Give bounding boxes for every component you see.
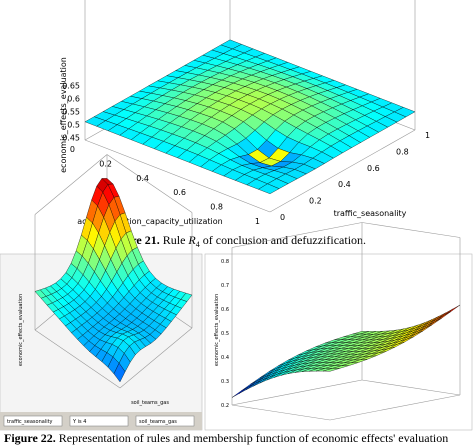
box-edge [34,329,121,389]
z-tick-label: 0.55 [62,107,80,116]
caption-text: of conclusion and defuzzification. [203,233,366,247]
y-tick-label: 0.6 [367,164,380,173]
z-axis-label: economic_effects_evaluation [18,294,24,366]
box-edge [329,394,461,421]
box-edge [84,139,271,213]
x-tick-label: 0.4 [136,174,149,183]
y-axis-label: traffic_seasonality [334,209,407,218]
x-axis-label: accommodation_capacity_utilization [77,217,222,226]
dropdown [69,415,129,427]
x-axis-label: soil_teams_gas [131,400,169,406]
box-edge [34,154,108,215]
dropdown-label: soil_teams_gas [139,419,177,425]
figure-22-caption: Figure 22. Representation of rules and m… [4,431,448,445]
toolbar-controls: traffic_seasonality Y is 4 soil_teams_gas [3,415,195,427]
caption-text: Rule [163,233,186,247]
z-tick-label: 0.7 [221,283,229,289]
caption-text: Representation of rules and membership f… [59,431,448,445]
z-tick-label: 0.6 [221,307,229,313]
dropdown-label: Y is 4 [72,419,86,425]
z-axis-label: economic_effects_evaluation [59,57,68,173]
z-tick-label: 0.5 [67,120,80,129]
figure-22-left-plot [34,154,193,389]
x-tick-label: 1 [255,217,260,226]
x-tick-label: 0.2 [99,159,112,168]
z-tick-label: 0.3 [221,379,229,385]
dropdown-label: traffic_seasonality [7,419,53,425]
caption-subscript: 4 [196,240,200,249]
x-tick-label: 0.6 [173,188,186,197]
y-tick-label: 1 [425,131,430,140]
z-tick-label: 0.5 [221,331,229,337]
z-tick-label: 0.2 [221,403,229,409]
dropdown [135,415,195,427]
y-tick-label: 0.4 [338,180,351,189]
z-tick-label: 0.4 [221,355,229,361]
figure-22-right-plot [231,222,461,421]
box-edge [106,154,193,213]
box-edge [269,129,416,213]
box-edge [361,379,461,396]
box-edge [119,327,193,389]
z-tick-label: 0.65 [62,81,80,90]
surface-face [258,183,280,194]
figure-21-plot [84,0,416,213]
dropdown [3,415,63,427]
surface-face [322,368,340,372]
y-tick-label: 0.8 [396,147,409,156]
surface-face [113,362,126,383]
x-tick-label: 0.8 [210,203,223,212]
box-edge [361,222,461,238]
z-tick-label: 0.6 [67,94,80,103]
x-tick-label: 0 [70,145,75,154]
box-edge [231,379,363,406]
z-axis-label: economic_effects_evaluation [214,294,220,366]
box-edge [231,222,363,248]
caption-label: Figure 22. [4,431,56,445]
box-edge [231,404,331,421]
z-tick-label: 0.45 [62,133,80,142]
y-tick-label: 0.2 [309,197,322,206]
z-tick-label: 0.8 [221,259,229,265]
y-tick-label: 0 [280,213,285,222]
